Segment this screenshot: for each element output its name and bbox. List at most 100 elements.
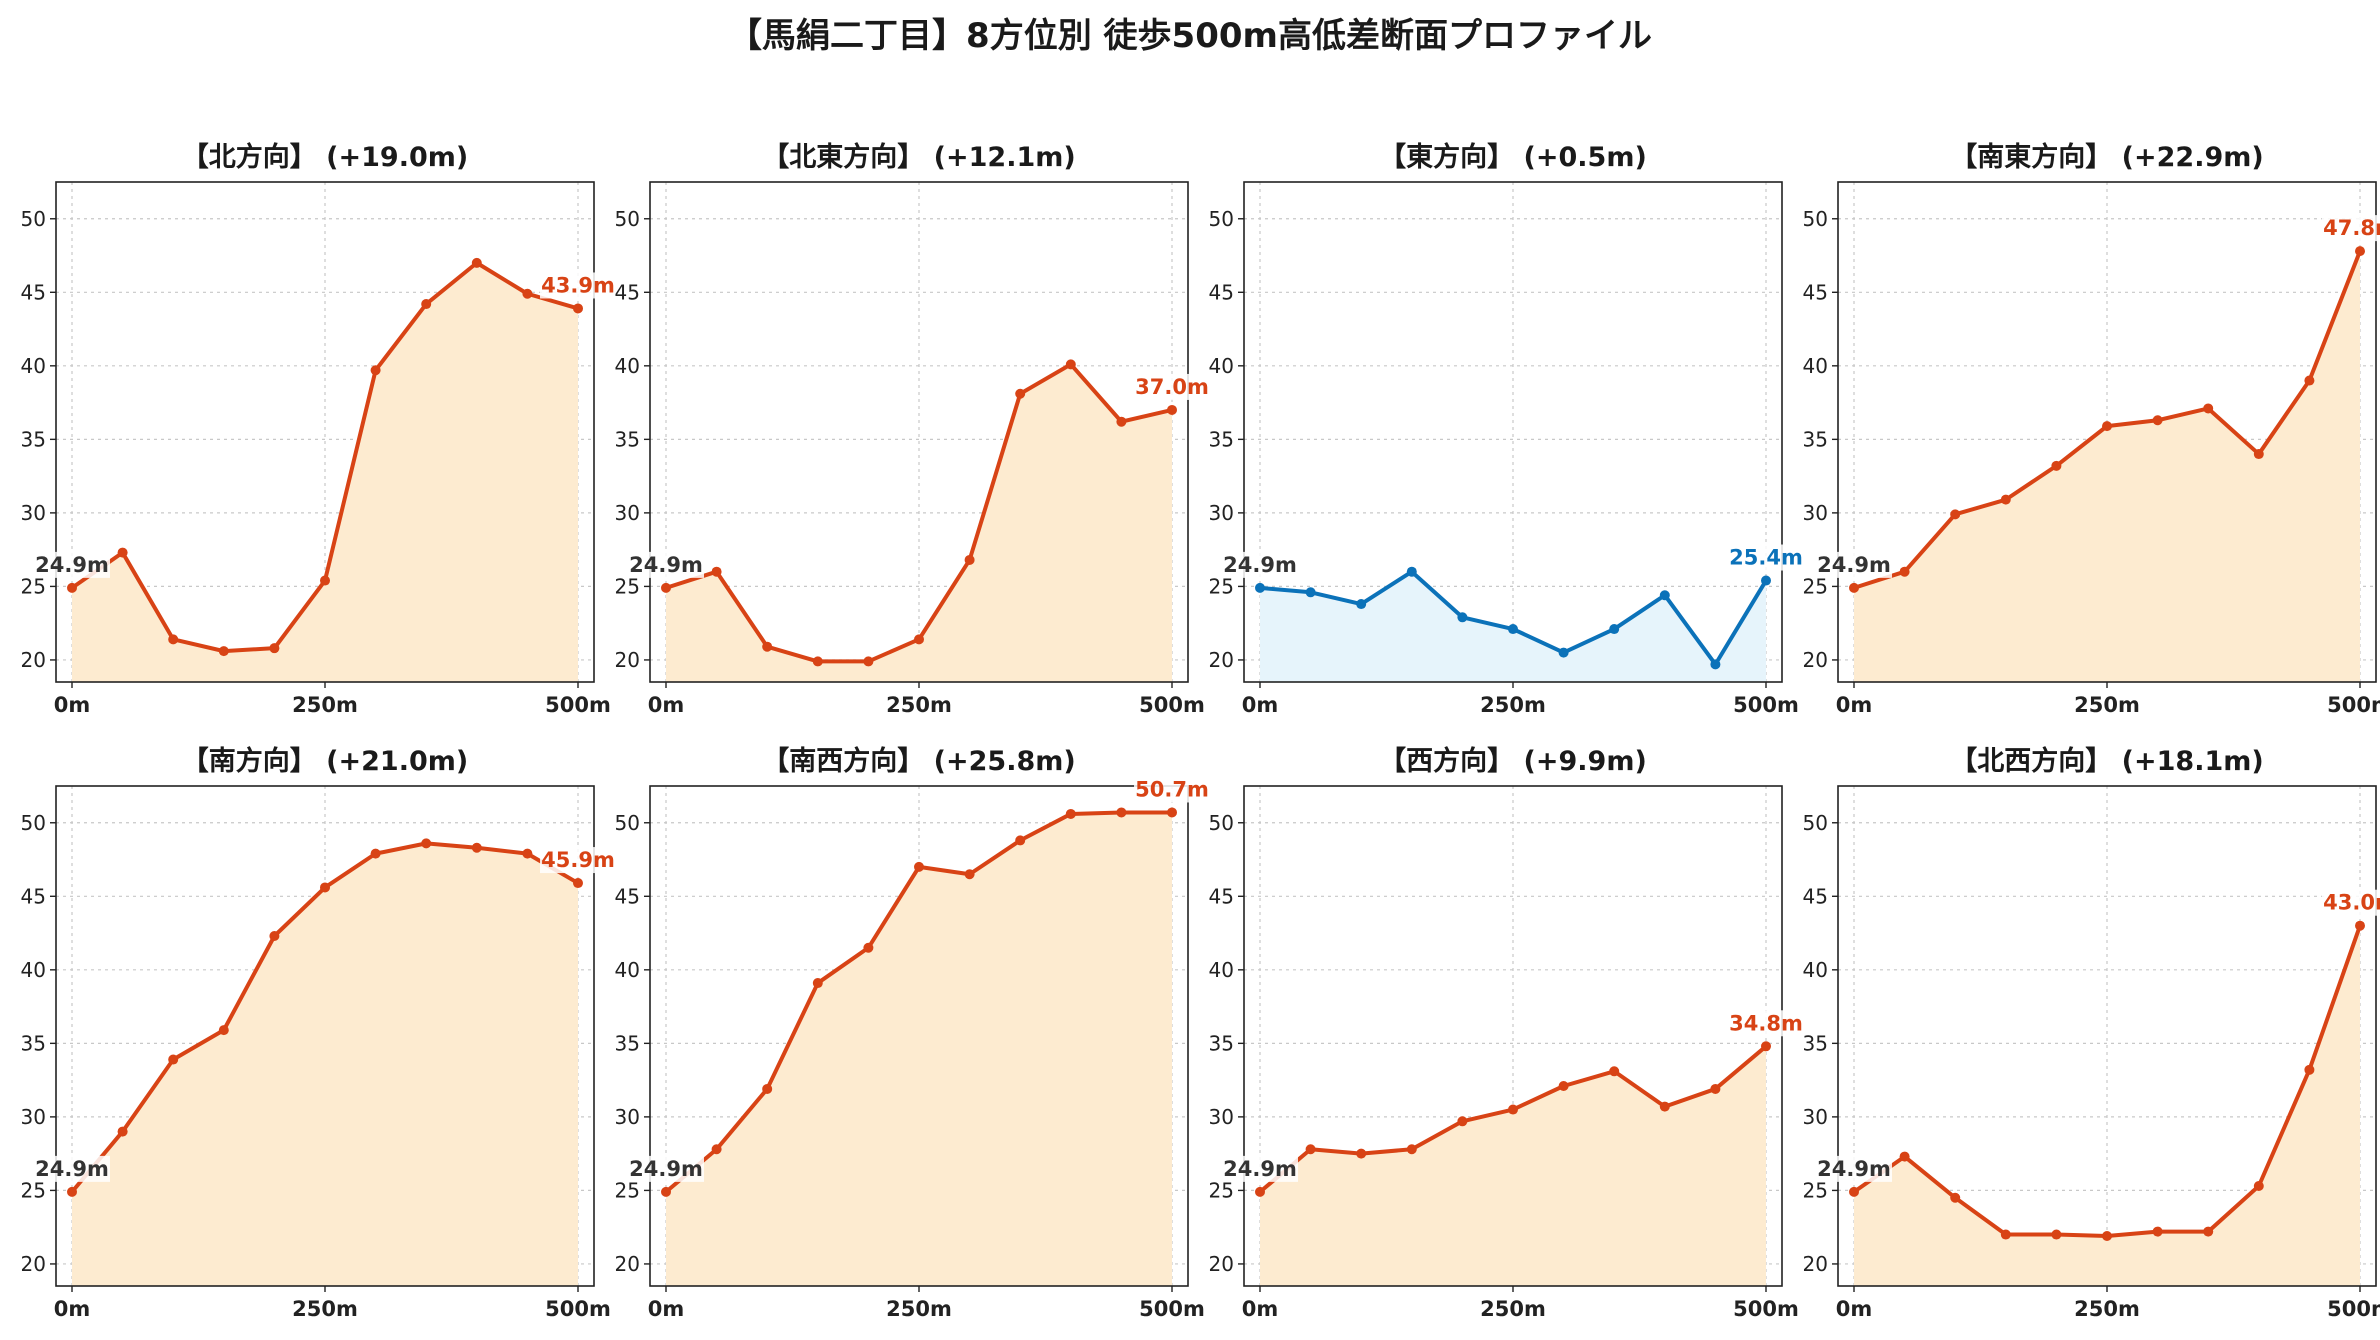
subplot-3: 【南東方向】 (+22.9m)202530354045500m250m500m2… xyxy=(1803,141,2380,717)
y-tick-label: 35 xyxy=(615,427,640,451)
y-tick-label: 40 xyxy=(1803,354,1828,378)
end-elevation-label: 47.8m xyxy=(2323,216,2380,240)
y-tick-label: 30 xyxy=(1209,1105,1234,1129)
data-point xyxy=(762,641,773,652)
y-tick-label: 25 xyxy=(1209,1178,1234,1202)
x-tick-label: 250m xyxy=(292,693,358,717)
y-tick-label: 30 xyxy=(1803,501,1828,525)
x-tick-label: 250m xyxy=(886,1297,952,1321)
y-tick-label: 45 xyxy=(1209,280,1234,304)
subplot-title: 【北西方向】 (+18.1m) xyxy=(1950,745,2263,777)
data-point xyxy=(1950,509,1961,520)
data-point xyxy=(522,848,533,859)
y-tick-label: 20 xyxy=(21,1252,46,1276)
y-tick-label: 50 xyxy=(21,811,46,835)
data-point xyxy=(320,575,330,586)
y-tick-label: 50 xyxy=(1803,811,1828,835)
data-point xyxy=(914,634,924,645)
x-tick-label: 500m xyxy=(2327,1297,2380,1321)
data-point xyxy=(168,634,179,645)
subplot-title: 【西方向】 (+9.9m) xyxy=(1379,745,1647,777)
end-label-bg xyxy=(1134,373,1210,400)
y-tick-label: 50 xyxy=(1209,811,1234,835)
data-point xyxy=(2253,449,2264,460)
data-point xyxy=(421,299,432,310)
data-point xyxy=(863,656,874,667)
data-point xyxy=(2203,1226,2214,1237)
y-tick-label: 25 xyxy=(21,1178,46,1202)
data-point xyxy=(812,978,823,989)
data-point xyxy=(2000,494,2011,505)
x-tick-label: 250m xyxy=(2074,1297,2140,1321)
start-elevation-label: 24.9m xyxy=(1817,1157,1891,1181)
data-point xyxy=(863,942,874,953)
subplot-title: 【北東方向】 (+12.1m) xyxy=(762,141,1075,173)
data-point xyxy=(1116,416,1127,427)
data-point xyxy=(471,257,482,268)
x-tick-label: 0m xyxy=(1242,693,1279,717)
x-tick-label: 500m xyxy=(2327,693,2380,717)
y-tick-label: 45 xyxy=(21,280,46,304)
data-point xyxy=(218,1025,229,1036)
data-point xyxy=(1015,835,1026,846)
data-point xyxy=(1065,359,1076,370)
data-point xyxy=(1849,582,1859,593)
x-tick-label: 0m xyxy=(54,693,91,717)
subplot-title: 【北方向】 (+19.0m) xyxy=(182,141,468,173)
y-tick-label: 50 xyxy=(1209,207,1234,231)
x-tick-label: 250m xyxy=(1480,693,1546,717)
start-label-bg xyxy=(1816,1155,1892,1182)
data-point xyxy=(661,582,671,593)
data-point xyxy=(269,931,280,941)
y-tick-label: 30 xyxy=(1209,501,1234,525)
data-point xyxy=(2304,375,2315,386)
y-tick-label: 40 xyxy=(1803,958,1828,982)
end-label-bg xyxy=(540,272,616,299)
data-point xyxy=(762,1083,773,1094)
y-tick-label: 30 xyxy=(615,501,640,525)
x-tick-label: 0m xyxy=(1242,1297,1279,1321)
data-point xyxy=(1305,587,1316,598)
end-elevation-label: 34.8m xyxy=(1729,1011,1803,1035)
data-point xyxy=(320,882,330,893)
data-point xyxy=(1065,808,1076,819)
data-point xyxy=(914,861,924,872)
data-point xyxy=(269,643,280,654)
y-tick-label: 25 xyxy=(1803,574,1828,598)
y-tick-label: 45 xyxy=(1803,280,1828,304)
data-point xyxy=(661,1186,671,1197)
x-tick-label: 500m xyxy=(1733,693,1799,717)
data-point xyxy=(1849,1186,1859,1197)
data-point xyxy=(370,365,381,376)
y-tick-label: 40 xyxy=(615,958,640,982)
elevation-area xyxy=(1260,1046,1766,1286)
x-tick-label: 250m xyxy=(2074,693,2140,717)
start-elevation-label: 24.9m xyxy=(629,1157,703,1181)
x-tick-label: 0m xyxy=(1836,693,1873,717)
x-tick-label: 500m xyxy=(545,693,611,717)
data-point xyxy=(964,554,975,565)
y-tick-label: 40 xyxy=(615,354,640,378)
y-tick-label: 40 xyxy=(1209,958,1234,982)
start-label-bg xyxy=(34,551,110,578)
end-label-bg xyxy=(1728,1010,1804,1037)
data-point xyxy=(1167,807,1177,818)
start-label-bg xyxy=(628,1155,704,1182)
y-tick-label: 50 xyxy=(615,207,640,231)
data-point xyxy=(1015,388,1026,399)
data-point xyxy=(812,656,823,667)
data-point xyxy=(67,1186,77,1197)
data-point xyxy=(1609,1066,1620,1077)
y-tick-label: 50 xyxy=(615,811,640,835)
x-tick-label: 0m xyxy=(1836,1297,1873,1321)
elevation-area xyxy=(72,262,578,682)
end-elevation-label: 45.9m xyxy=(541,848,615,872)
start-label-bg xyxy=(1222,551,1298,578)
end-elevation-label: 37.0m xyxy=(1135,375,1209,399)
end-elevation-label: 50.7m xyxy=(1135,777,1209,801)
data-point xyxy=(1710,1083,1721,1094)
elevation-area xyxy=(666,364,1172,682)
data-point xyxy=(1761,575,1771,586)
y-tick-label: 50 xyxy=(21,207,46,231)
